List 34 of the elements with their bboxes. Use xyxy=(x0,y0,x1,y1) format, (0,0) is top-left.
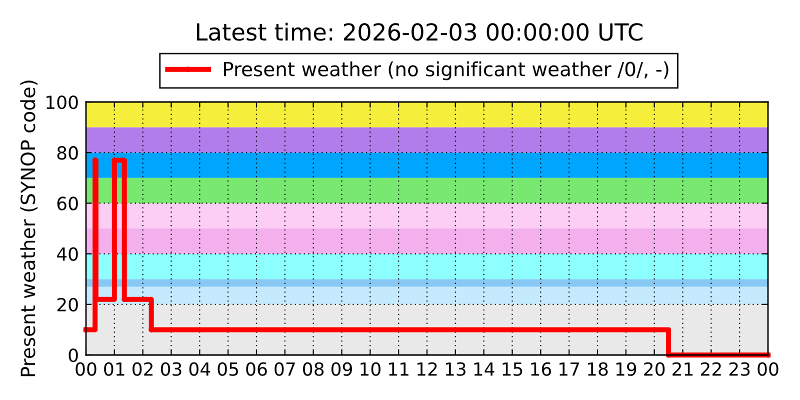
y-tick-label: 80 xyxy=(57,146,78,160)
y-tick-label: 100 xyxy=(46,95,78,110)
x-tick-label: 23 xyxy=(729,362,750,376)
x-tick-label: 16 xyxy=(531,362,552,376)
x-tick-label: 07 xyxy=(274,362,295,376)
y-axis-title: Present weather (SYNOP code) xyxy=(20,80,38,376)
x-tick-label: 20 xyxy=(644,362,665,376)
y-tick-label: 0 xyxy=(68,348,78,362)
y-tick-label: 40 xyxy=(56,247,78,261)
x-tick-label: 09 xyxy=(331,362,352,376)
x-tick-label: 12 xyxy=(417,362,437,376)
x-tick-label: 22 xyxy=(701,362,721,376)
x-tick-label: 14 xyxy=(474,362,494,376)
x-tick-label: 21 xyxy=(672,362,693,376)
chart-title: Latest time: 2026-02-03 00:00:00 UTC xyxy=(196,22,642,41)
x-tick-label: 19 xyxy=(616,362,636,376)
x-tick-label: 03 xyxy=(160,362,182,376)
x-tick-label: 06 xyxy=(246,362,267,376)
x-tick-label: 15 xyxy=(502,362,522,376)
x-tick-label: 13 xyxy=(446,362,466,376)
x-tick-label: 18 xyxy=(588,362,608,376)
x-tick-label: 00 xyxy=(758,362,778,376)
x-tick-label: 10 xyxy=(360,362,380,376)
x-tick-label: 04 xyxy=(189,362,210,376)
x-tick-label: 01 xyxy=(104,362,124,376)
x-tick-label: 05 xyxy=(218,362,238,376)
x-tick-label: 08 xyxy=(303,362,324,376)
legend-label: Present weather (no significant weather /0/, -) xyxy=(224,61,668,80)
y-tick-label: 60 xyxy=(57,196,78,210)
x-tick-label: 17 xyxy=(560,362,580,376)
x-tick-label: 11 xyxy=(389,362,408,376)
x-tick-label: 00 xyxy=(76,362,96,376)
y-tick-label: 20 xyxy=(57,298,78,312)
x-tick-label: 02 xyxy=(132,362,153,376)
